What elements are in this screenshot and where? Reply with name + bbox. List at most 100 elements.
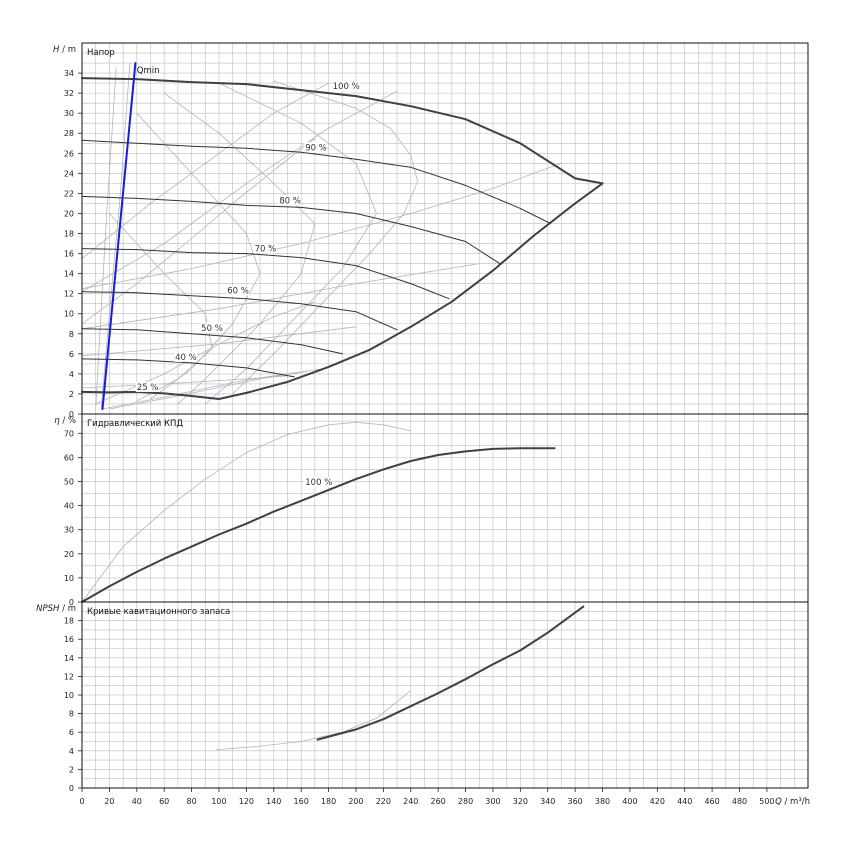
- y-tick-label: 14: [64, 270, 74, 279]
- x-tick-label: 380: [595, 797, 610, 806]
- x-tick-label: 500: [759, 797, 774, 806]
- curve-40: [81, 358, 295, 378]
- y-axis-label: H / m: [53, 45, 76, 55]
- y-tick-label: 12: [64, 672, 74, 681]
- curve-label: 25 %: [137, 383, 159, 393]
- y-tick-label: 10: [64, 691, 74, 700]
- panel-title: Напор: [87, 48, 115, 58]
- curve-50: [81, 328, 343, 355]
- curve-90: [81, 139, 551, 224]
- x-tick-label: 360: [567, 797, 582, 806]
- x-tick-label: 220: [376, 797, 391, 806]
- y-tick-label: 16: [64, 635, 74, 644]
- y-tick-label: 20: [64, 209, 74, 218]
- curve-label: Qmin: [137, 66, 160, 76]
- curve-gray: [81, 162, 562, 290]
- y-tick-label: 8: [69, 330, 74, 339]
- y-tick-label: 2: [69, 765, 74, 774]
- panel-frame: [81, 413, 809, 603]
- y-tick-label: 6: [69, 728, 74, 737]
- y-tick-label: 14: [64, 654, 74, 663]
- x-tick-label: 480: [732, 797, 747, 806]
- x-axis-label: Q / m³/h: [775, 797, 810, 807]
- curve-gray: [81, 90, 398, 293]
- curve-label-bg: [331, 81, 360, 92]
- x-tick-label: 120: [239, 797, 254, 806]
- curve-gray: [100, 62, 131, 410]
- x-tick-label: 260: [431, 797, 446, 806]
- x-tick-label: 180: [321, 797, 336, 806]
- curve-gray: [102, 370, 309, 410]
- curve-label-bg: [304, 142, 328, 153]
- y-tick-label: 2: [69, 390, 74, 399]
- curve-100: [81, 447, 556, 603]
- curve-label: 70 %: [255, 245, 277, 255]
- x-tick-label: 400: [622, 797, 637, 806]
- curve-label: 100 %: [333, 82, 360, 92]
- panel-frame: [81, 601, 809, 789]
- curve-label: 40 %: [175, 353, 197, 363]
- curve-gray: [95, 67, 117, 410]
- panel-eff: 0 10 20 30 40 50 60 70 η / % Гидравлический КПД 10…: [54, 413, 809, 607]
- x-tick-label: 300: [485, 797, 500, 806]
- y-tick-label: 4: [69, 370, 74, 379]
- curve-label-bg: [253, 243, 277, 254]
- curve-Qmin: [101, 62, 137, 410]
- curve-label: 60 %: [227, 287, 249, 297]
- curve-label-bg: [226, 285, 249, 296]
- panel-title: Кривые кавитационного запаса: [87, 607, 230, 617]
- curve-100: [81, 77, 604, 185]
- y-tick-label: 50: [64, 477, 74, 486]
- y-tick-label: 20: [64, 550, 74, 559]
- curve-label-bg: [304, 477, 333, 488]
- y-tick-label: 6: [69, 350, 74, 359]
- x-tick-label: 420: [650, 797, 665, 806]
- x-tick-label: 280: [458, 797, 473, 806]
- curve-gray: [81, 422, 412, 603]
- y-tick-label: 18: [64, 617, 74, 626]
- curve-gray: [204, 82, 377, 405]
- y-tick-label: 4: [69, 747, 74, 756]
- y-tick-label: 70: [64, 429, 74, 438]
- curve-label: 80 %: [279, 196, 301, 206]
- grid: [81, 43, 809, 788]
- y-tick-label: 30: [64, 526, 74, 535]
- curve-gray: [109, 368, 323, 410]
- panel-title: Гидравлический КПД: [87, 419, 183, 429]
- y-tick-label: 28: [64, 129, 74, 138]
- curve-main: [218, 182, 604, 400]
- curve-label-bg: [135, 381, 159, 392]
- curve-gray: [81, 263, 480, 330]
- x-tick-label: 200: [348, 797, 363, 806]
- curve-80: [81, 195, 501, 265]
- curve-gray: [81, 137, 316, 325]
- curve-label: 50 %: [201, 324, 223, 334]
- y-tick-label: 60: [64, 453, 74, 462]
- curve-gray: [215, 690, 412, 751]
- x-tick-label: 460: [704, 797, 719, 806]
- y-tick-label: 10: [64, 574, 74, 583]
- x-tick-label: 340: [540, 797, 555, 806]
- x-tick-label: 320: [513, 797, 528, 806]
- y-tick-label: 22: [64, 189, 74, 198]
- x-tick-label: 160: [294, 797, 309, 806]
- y-tick-label: 40: [64, 502, 74, 511]
- curve-70: [81, 248, 450, 300]
- panel-npsh: 0 2 4 6 8 10 12 14 16 18 NPSH / m Кривые кавитацион…: [36, 601, 809, 793]
- x-tick-label: 140: [266, 797, 281, 806]
- curve-60: [81, 291, 398, 331]
- curve-gray: [81, 82, 329, 259]
- curve-gray: [136, 112, 261, 400]
- y-tick-label: 0: [69, 784, 74, 793]
- x-tick-label: 440: [677, 797, 692, 806]
- y-tick-label: 30: [64, 109, 74, 118]
- curve-gray: [81, 375, 288, 389]
- y-tick-label: 8: [69, 710, 74, 719]
- y-tick-label: 24: [64, 169, 74, 178]
- y-tick-label: 16: [64, 250, 74, 259]
- x-tick-label: 20: [104, 797, 114, 806]
- curve-gray: [232, 80, 418, 395]
- curve-label: 100 %: [305, 478, 332, 488]
- y-axis-label: η / %: [54, 416, 76, 426]
